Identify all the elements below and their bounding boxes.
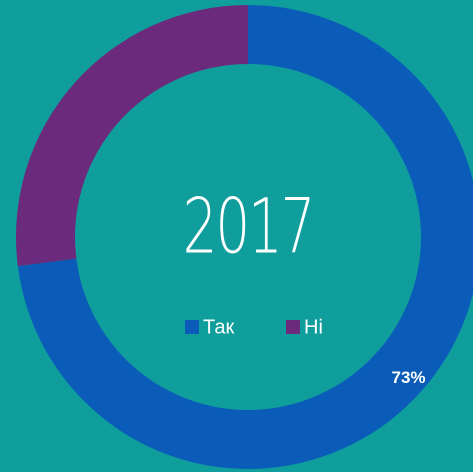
donut-segment — [15, 5, 248, 267]
data-label: 73% — [392, 368, 426, 387]
legend-label: Так — [203, 316, 234, 338]
legend-swatch — [286, 320, 300, 334]
legend-label: Ні — [304, 316, 323, 338]
chart-title: 2017 — [183, 183, 314, 271]
legend-swatch — [185, 320, 199, 334]
